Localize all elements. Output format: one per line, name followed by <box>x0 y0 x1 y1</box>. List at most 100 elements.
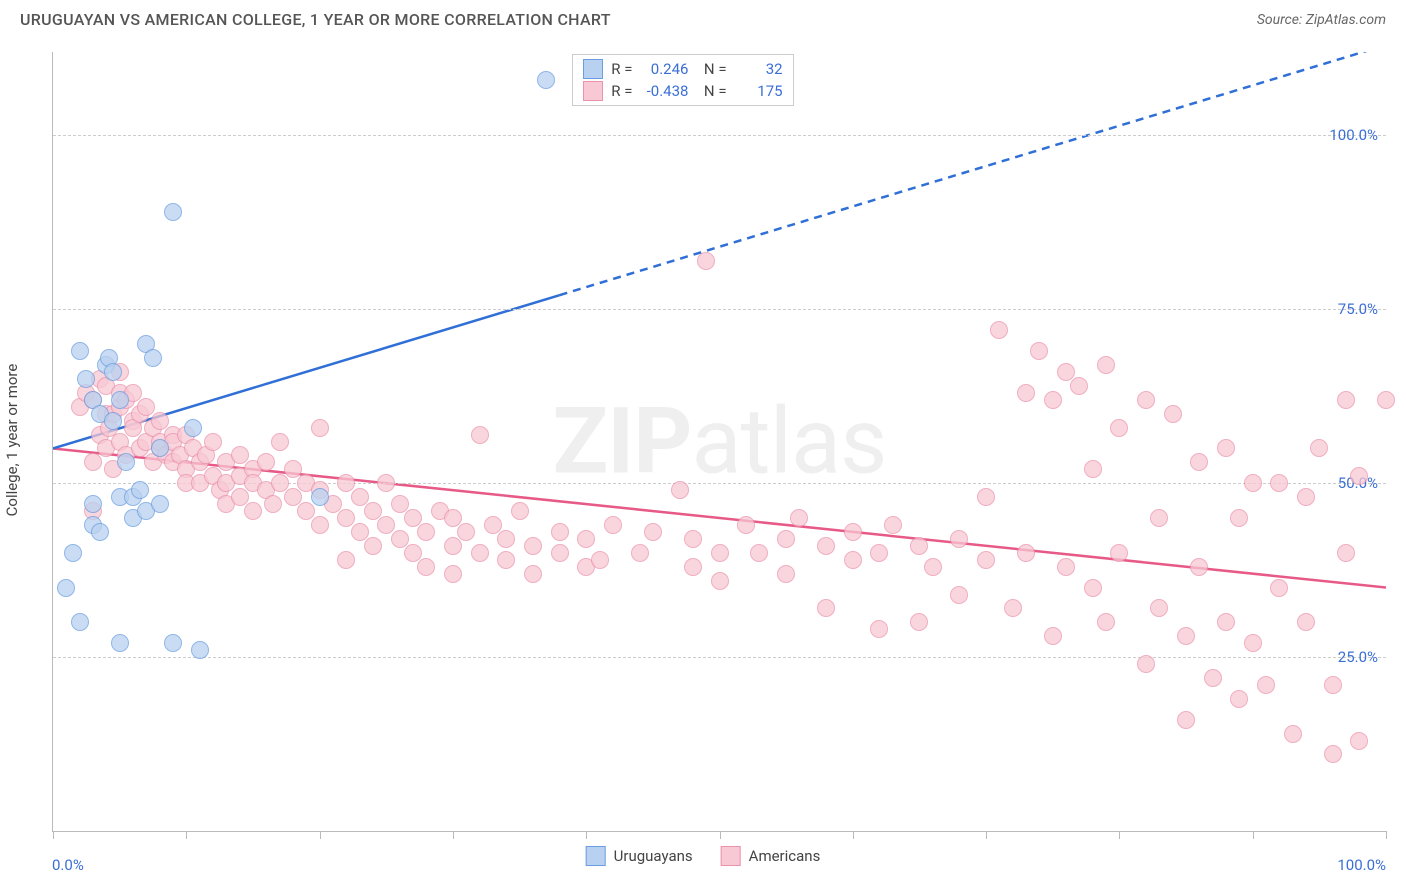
r-label: R = <box>611 60 632 78</box>
gridline <box>53 657 1386 658</box>
watermark: ZIPatlas <box>552 388 886 495</box>
scatter-point <box>1204 669 1222 687</box>
scatter-point <box>91 523 109 541</box>
scatter-point <box>1150 599 1168 617</box>
y-tick-label: 75.0% <box>1338 300 1378 318</box>
scatter-point <box>1057 558 1075 576</box>
scatter-point <box>337 551 355 569</box>
scatter-point <box>1337 391 1355 409</box>
scatter-point <box>697 252 715 270</box>
scatter-point <box>271 433 289 451</box>
scatter-point <box>417 523 435 541</box>
y-tick-label: 25.0% <box>1338 648 1378 666</box>
scatter-point <box>311 488 329 506</box>
scatter-point <box>1190 558 1208 576</box>
r-value-americans: -0.438 <box>640 82 688 100</box>
legend-row-uruguayans: R = 0.246 N = 32 <box>583 59 782 79</box>
chart-title: URUGUAYAN VS AMERICAN COLLEGE, 1 YEAR OR… <box>20 10 611 29</box>
x-tick <box>853 831 854 839</box>
swatch-americans <box>721 846 741 866</box>
legend-row-americans: R = -0.438 N = 175 <box>583 81 782 101</box>
scatter-point <box>1004 599 1022 617</box>
scatter-point <box>1217 613 1235 631</box>
scatter-point <box>377 474 395 492</box>
scatter-point <box>711 544 729 562</box>
scatter-point <box>1324 745 1342 763</box>
scatter-point <box>444 565 462 583</box>
correlation-legend: R = 0.246 N = 32 R = -0.438 N = 175 <box>572 54 793 106</box>
scatter-point <box>511 502 529 520</box>
scatter-point <box>77 370 95 388</box>
n-label: N = <box>696 60 726 78</box>
series-legend: Uruguayans Americans <box>586 846 821 866</box>
scatter-point <box>1230 690 1248 708</box>
scatter-point <box>884 516 902 534</box>
scatter-point <box>631 544 649 562</box>
scatter-point <box>457 523 475 541</box>
scatter-point <box>84 453 102 471</box>
scatter-point <box>497 530 515 548</box>
x-tick <box>320 831 321 839</box>
scatter-point <box>1110 544 1128 562</box>
scatter-point <box>950 586 968 604</box>
y-axis-label: College, 1 year or more <box>3 364 21 517</box>
scatter-point <box>471 544 489 562</box>
scatter-point <box>364 537 382 555</box>
scatter-point <box>750 544 768 562</box>
scatter-point <box>1084 579 1102 597</box>
scatter-point <box>1377 391 1395 409</box>
scatter-point <box>737 516 755 534</box>
scatter-point <box>977 488 995 506</box>
scatter-point <box>1164 405 1182 423</box>
scatter-point <box>844 523 862 541</box>
gridline <box>53 135 1386 136</box>
scatter-point <box>164 634 182 652</box>
scatter-point <box>111 634 129 652</box>
scatter-point <box>977 551 995 569</box>
scatter-point <box>191 641 209 659</box>
scatter-point <box>257 453 275 471</box>
gridline <box>53 309 1386 310</box>
swatch-uruguayans <box>586 846 606 866</box>
x-tick <box>1119 831 1120 839</box>
legend-label-americans: Americans <box>749 847 821 865</box>
scatter-point <box>1310 439 1328 457</box>
scatter-point <box>151 495 169 513</box>
scatter-point <box>671 481 689 499</box>
scatter-point <box>1044 627 1062 645</box>
n-label: N = <box>696 82 726 100</box>
scatter-point <box>950 530 968 548</box>
scatter-point <box>104 363 122 381</box>
n-value-americans: 175 <box>735 82 783 100</box>
scatter-point <box>1150 509 1168 527</box>
scatter-point <box>1044 391 1062 409</box>
scatter-point <box>551 523 569 541</box>
scatter-point <box>777 530 795 548</box>
chart-area: ZIPatlas 25.0%50.0%75.0%100.0% R = 0.246… <box>52 52 1386 832</box>
scatter-point <box>1270 474 1288 492</box>
x-tick <box>1253 831 1254 839</box>
scatter-point <box>1084 460 1102 478</box>
scatter-point <box>1110 419 1128 437</box>
scatter-point <box>551 544 569 562</box>
scatter-point <box>910 613 928 631</box>
n-value-uruguayans: 32 <box>735 60 783 78</box>
scatter-point <box>1230 509 1248 527</box>
scatter-point <box>164 203 182 221</box>
scatter-point <box>71 342 89 360</box>
scatter-point <box>64 544 82 562</box>
plot-region: ZIPatlas 25.0%50.0%75.0%100.0% <box>52 52 1386 832</box>
scatter-point <box>524 565 542 583</box>
x-tick <box>53 831 54 839</box>
scatter-point <box>1337 544 1355 562</box>
scatter-point <box>144 349 162 367</box>
scatter-point <box>537 71 555 89</box>
x-axis-max-label: 100.0% <box>1337 856 1386 874</box>
scatter-point <box>684 530 702 548</box>
scatter-point <box>1017 384 1035 402</box>
scatter-point <box>1297 488 1315 506</box>
scatter-point <box>524 537 542 555</box>
scatter-point <box>111 391 129 409</box>
scatter-point <box>1070 377 1088 395</box>
scatter-point <box>1177 711 1195 729</box>
